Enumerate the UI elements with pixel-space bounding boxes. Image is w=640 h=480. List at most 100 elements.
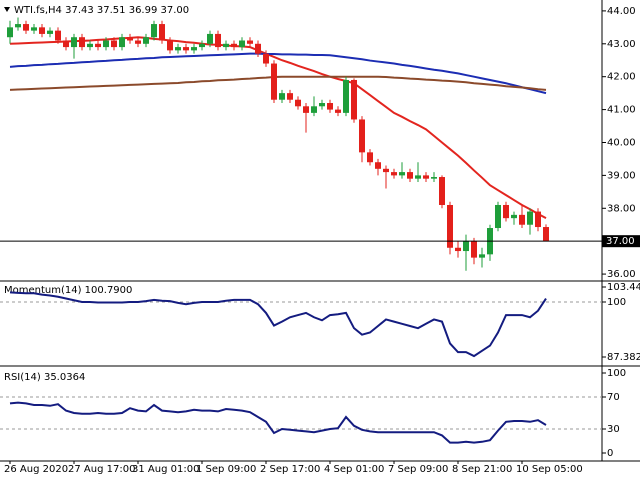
candle-body: [143, 37, 149, 44]
candle-body: [31, 27, 37, 31]
moving-average: [9, 52, 547, 95]
candle-body: [535, 211, 541, 228]
x-tick-label: 1 Sep 09:00: [196, 464, 256, 475]
y-tick-label: 87.3828: [607, 352, 640, 363]
candle-body: [439, 177, 445, 205]
candle-body: [391, 172, 397, 176]
candle-body: [199, 43, 205, 48]
y-tick-label: 0: [607, 448, 613, 459]
candle-body: [71, 37, 77, 48]
candle-body: [271, 63, 277, 100]
indicator-line: [9, 401, 547, 444]
x-tick-label: 31 Aug 01:00: [132, 464, 199, 475]
candle-body: [359, 119, 365, 153]
candle-body: [383, 168, 389, 173]
candle-body: [111, 40, 117, 48]
bid-label: 37.00: [606, 236, 635, 247]
bid-label-box: [602, 235, 640, 248]
candle-body: [319, 103, 325, 107]
candle-body: [351, 79, 357, 120]
candle-body: [191, 47, 197, 51]
candle-body: [39, 27, 45, 34]
candle-body: [239, 40, 245, 48]
candle-body: [207, 33, 213, 44]
candle-body: [543, 227, 549, 242]
x-tick-label: 27 Aug 17:00: [68, 464, 135, 475]
menu-arrow[interactable]: [4, 7, 10, 12]
candle-body: [495, 204, 501, 229]
y-tick-label: 36.00: [607, 269, 636, 280]
candle-body: [527, 211, 533, 225]
moving-average: [9, 75, 547, 91]
candle-body: [519, 214, 525, 225]
y-tick-label: 44.00: [607, 6, 636, 17]
candle-body: [375, 162, 381, 169]
indicator-line: [9, 291, 547, 358]
candle-body: [103, 40, 109, 48]
y-tick-label: 39.00: [607, 170, 636, 181]
candle-body: [215, 33, 221, 48]
candle-body: [151, 24, 157, 38]
x-tick-label: 26 Aug 2020: [4, 464, 68, 475]
candle-body: [399, 172, 405, 176]
indicator-title: RSI(14) 35.0364: [4, 372, 85, 383]
candle-body: [335, 109, 341, 113]
candle-body: [127, 37, 133, 41]
candle-body: [7, 27, 13, 38]
candle-body: [15, 24, 21, 28]
y-tick-label: 41.00: [607, 105, 636, 116]
candle-body: [423, 175, 429, 179]
y-tick-label: 40.00: [607, 137, 636, 148]
x-tick-label: 8 Sep 21:00: [452, 464, 512, 475]
candle-body: [247, 40, 253, 44]
x-tick-label: 4 Sep 01:00: [324, 464, 384, 475]
x-tick-label: 2 Sep 17:00: [260, 464, 320, 475]
candle-body: [255, 43, 261, 54]
candle-body: [119, 37, 125, 48]
candle-body: [63, 40, 69, 48]
moving-average: [9, 36, 547, 220]
candle-body: [231, 43, 237, 48]
candle-body: [415, 175, 421, 179]
candle-body: [183, 47, 189, 51]
y-tick-label: 38.00: [607, 203, 636, 214]
candle-body: [343, 79, 349, 113]
candle-body: [295, 99, 301, 107]
candle-body: [327, 103, 333, 110]
y-tick-label: 100: [607, 368, 626, 379]
candle-body: [23, 24, 29, 31]
candle-body: [167, 40, 173, 51]
candle-body: [503, 204, 509, 219]
chart-title: WTI.fs,H4 37.43 37.51 36.99 37.00: [14, 5, 189, 16]
candle-body: [407, 172, 413, 179]
candle-body: [463, 241, 469, 252]
candle-body: [511, 214, 517, 219]
y-tick-label: 100: [607, 297, 626, 308]
candle-body: [447, 204, 453, 248]
y-tick-label: 42.00: [607, 72, 636, 83]
y-tick-label: 103.4449: [607, 282, 640, 293]
candle-body: [303, 106, 309, 113]
y-tick-label: 70: [607, 392, 620, 403]
candle-body: [279, 93, 285, 100]
candle-body: [455, 247, 461, 252]
y-tick-label: 30: [607, 424, 620, 435]
candle-body: [479, 254, 485, 258]
y-tick-label: 43.00: [607, 39, 636, 50]
x-tick-label: 10 Sep 05:00: [516, 464, 583, 475]
candle-body: [287, 93, 293, 100]
candle-body: [47, 30, 53, 34]
candle-body: [87, 43, 93, 48]
candle-body: [159, 24, 165, 41]
candle-body: [471, 241, 477, 258]
candle-body: [135, 40, 141, 44]
candle-body: [263, 53, 269, 64]
candle-body: [431, 177, 437, 179]
candle-body: [223, 43, 229, 48]
candle-body: [95, 43, 101, 48]
x-tick-label: 7 Sep 09:00: [388, 464, 448, 475]
candle-body: [55, 30, 61, 41]
candle-body: [311, 106, 317, 113]
